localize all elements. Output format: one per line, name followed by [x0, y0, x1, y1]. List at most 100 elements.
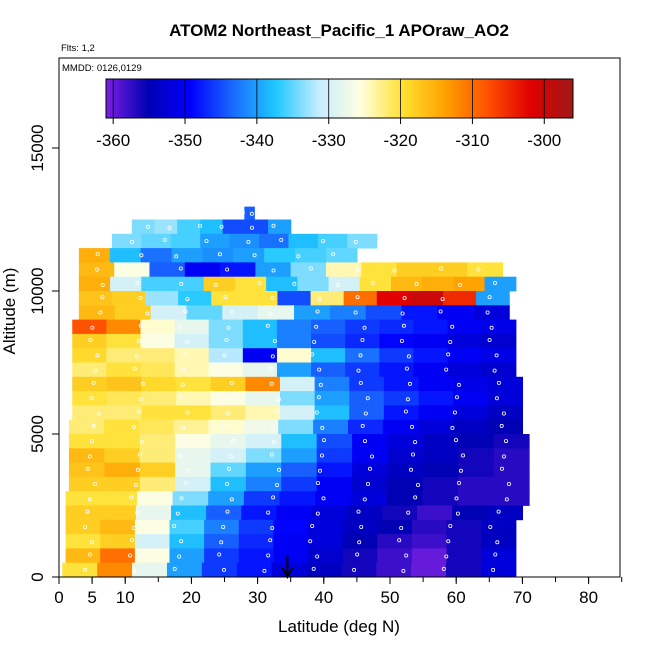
heatmap-cell [473, 305, 510, 320]
sample-point [448, 524, 453, 529]
heatmap-cell [447, 348, 483, 363]
sample-point [146, 224, 151, 229]
sample-point [487, 337, 492, 342]
heatmap-cell [446, 562, 482, 578]
sample-point [399, 338, 404, 343]
sample-point [91, 380, 96, 385]
heatmap-cell [280, 405, 316, 421]
sample-point [355, 295, 360, 300]
heatmap-cell [476, 291, 510, 306]
sample-point [135, 280, 140, 285]
heatmap-cell [106, 391, 143, 406]
y-tick-label: 15000 [28, 124, 47, 171]
sample-point [175, 511, 180, 516]
heatmap-cell [171, 248, 204, 263]
sample-point [321, 438, 326, 443]
heatmap-cell [458, 476, 495, 492]
heatmap-cell [431, 262, 468, 278]
heatmap-cell [202, 248, 234, 263]
heatmap-cell [447, 319, 483, 335]
heatmap-cell [308, 534, 344, 549]
heatmap-cell [342, 519, 378, 535]
sample-point [139, 440, 144, 445]
heatmap-cell [174, 362, 210, 378]
sample-point [177, 554, 182, 559]
heatmap-cell [281, 476, 318, 492]
sample-point [501, 454, 506, 459]
sample-point [406, 510, 411, 515]
heatmap-cell [314, 405, 350, 421]
heatmap-cell [259, 233, 290, 249]
colorbar-tick-label: -340 [240, 131, 274, 150]
sample-point [413, 495, 418, 500]
sample-point [496, 509, 501, 514]
heatmap-cell [453, 391, 489, 406]
heatmap-cell [78, 291, 113, 306]
heatmap-cell [314, 391, 350, 406]
x-tick-label: 50 [381, 588, 400, 607]
sample-point [90, 540, 95, 545]
heatmap-cell [387, 434, 424, 449]
heatmap-cell [457, 491, 494, 506]
sample-point [240, 210, 245, 215]
sample-point [85, 466, 90, 471]
heatmap-cell [245, 391, 281, 406]
sample-point [88, 552, 93, 557]
sample-point [446, 539, 451, 544]
heatmap-cell [277, 291, 312, 306]
sample-point [404, 366, 409, 371]
heatmap-cell [422, 434, 459, 449]
heatmap-cell [377, 548, 413, 564]
heatmap-cell [111, 291, 146, 306]
heatmap-cell [276, 348, 312, 363]
heatmap-cell [411, 534, 448, 549]
sample-point [453, 438, 458, 443]
heatmap-cell [210, 405, 246, 421]
heatmap-cell [140, 319, 176, 335]
sample-point [136, 338, 141, 343]
sample-point [132, 568, 137, 573]
sample-point [87, 497, 92, 502]
heatmap-cell [145, 291, 179, 306]
sample-point [174, 254, 179, 259]
sample-point [276, 467, 281, 472]
sample-point [222, 353, 227, 358]
heatmap-cell [458, 448, 495, 463]
sample-point [317, 367, 322, 372]
heatmap-cell [210, 434, 247, 449]
sample-point [270, 354, 275, 359]
x-tick-label: 60 [447, 588, 466, 607]
sample-point [89, 439, 94, 444]
sample-point [506, 481, 511, 486]
sample-point [229, 368, 234, 373]
heatmap-cell [308, 548, 344, 564]
sample-point [265, 323, 270, 328]
heatmap-cell [245, 462, 282, 478]
sample-point [217, 252, 222, 257]
heatmap-cell [255, 262, 292, 278]
sample-point [499, 423, 504, 428]
heatmap-cell [376, 291, 411, 306]
sample-point [85, 509, 90, 514]
heatmap-cell [139, 476, 176, 492]
heatmap-cell [311, 505, 348, 521]
sample-point [357, 540, 362, 545]
sample-point [83, 525, 88, 530]
sample-point [230, 310, 235, 315]
heatmap-cell [106, 362, 142, 378]
sample-point [225, 509, 230, 514]
heatmap-cell [294, 305, 331, 320]
heatmap-cell [106, 333, 142, 349]
sample-point [399, 526, 404, 531]
x-tick-label: 10 [116, 588, 135, 607]
sample-point [130, 538, 135, 543]
sample-point [292, 281, 297, 286]
sample-point [221, 423, 226, 428]
sample-point [501, 411, 506, 416]
sample-point [312, 339, 317, 344]
sample-point [145, 311, 150, 316]
sample-point [179, 281, 184, 286]
heatmap-cell [295, 248, 327, 263]
heatmap-cell [493, 434, 530, 449]
x-tick-label: 20 [182, 588, 201, 607]
